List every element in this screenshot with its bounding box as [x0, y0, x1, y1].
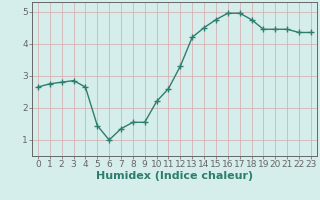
X-axis label: Humidex (Indice chaleur): Humidex (Indice chaleur) [96, 171, 253, 181]
